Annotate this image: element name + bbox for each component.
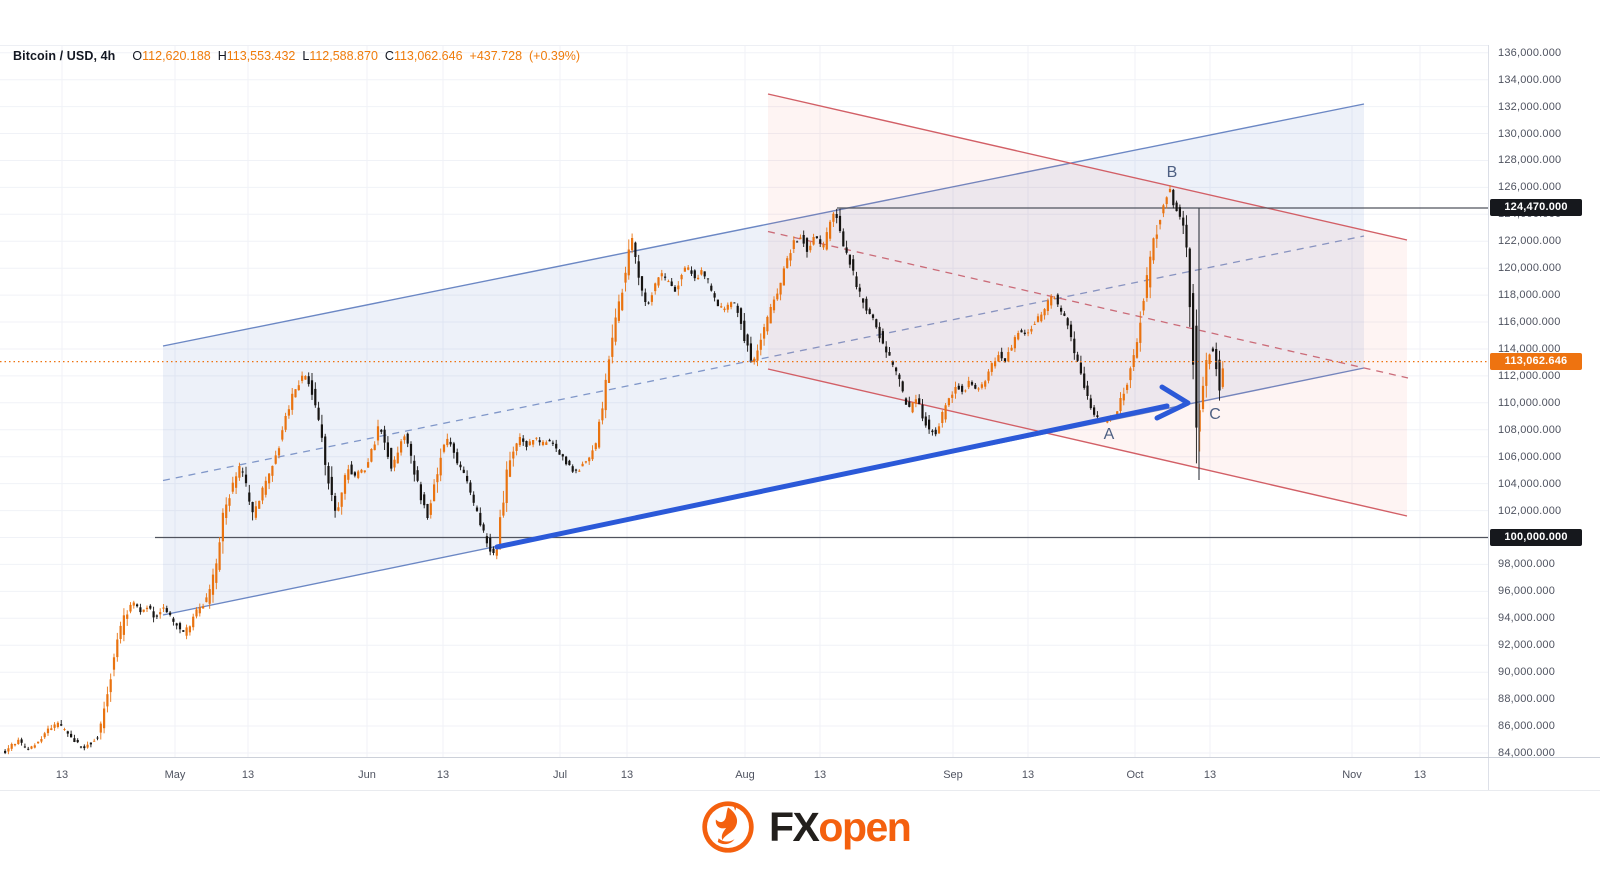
price-tick-label: 106,000.000 xyxy=(1498,450,1562,463)
price-tick-label: 98,000.000 xyxy=(1498,558,1556,571)
price-tick-label: 126,000.000 xyxy=(1498,181,1562,194)
candlestick-series xyxy=(4,185,1224,755)
time-tick-label: 13 xyxy=(813,769,827,781)
time-tick-label: Jun xyxy=(358,769,376,781)
time-tick-label: 13 xyxy=(1203,769,1217,781)
ascending-blue-midline xyxy=(162,235,1365,482)
price-tick-label: 112,000.000 xyxy=(1498,369,1561,382)
price-tick-label: 116,000.000 xyxy=(1498,316,1561,329)
time-tick-label: 13 xyxy=(55,769,69,781)
fxopen-logo: FXopen xyxy=(700,799,912,855)
wave-label-C[interactable]: C xyxy=(1209,406,1221,423)
pane-top-divider xyxy=(0,45,1600,46)
time-tick-label: Oct xyxy=(1126,769,1144,781)
widget-bottom-divider xyxy=(0,790,1600,791)
price-tick-label: 122,000.000 xyxy=(1498,235,1562,248)
time-tick-label: May xyxy=(164,769,186,781)
open-value: 112,620.188 xyxy=(142,49,211,63)
price-tick-label: 88,000.000 xyxy=(1498,693,1556,706)
price-tick-label: 96,000.000 xyxy=(1498,585,1556,598)
symbol-title[interactable]: Bitcoin / USD, 4h xyxy=(13,49,116,63)
price-tick-label: 136,000.000 xyxy=(1498,46,1562,59)
price-tick-label: 108,000.000 xyxy=(1498,423,1562,436)
trend-arrow-shaft[interactable] xyxy=(494,403,1170,550)
time-axis-divider xyxy=(0,757,1600,758)
change-value: +437.728 xyxy=(469,49,523,63)
ascending-blue-channel-fill xyxy=(163,104,1364,615)
price-tick-label: 134,000.000 xyxy=(1498,73,1562,86)
time-tick-label: Aug xyxy=(735,769,755,781)
price-tick-label: 132,000.000 xyxy=(1498,100,1562,113)
price-chart-canvas[interactable]: A B C xyxy=(0,0,1488,757)
price-tick-label: 114,000.000 xyxy=(1498,342,1561,355)
footer: FXopen xyxy=(0,791,1600,879)
price-tick-label: 120,000.000 xyxy=(1498,262,1562,275)
logo-text-open: open xyxy=(818,803,911,850)
price-tick-label: 128,000.000 xyxy=(1498,154,1562,167)
low-value: 112,588.870 xyxy=(309,49,378,63)
fxopen-emblem-icon xyxy=(702,801,754,853)
close-label: C xyxy=(384,49,394,63)
ascending-blue-upper-line xyxy=(162,103,1365,347)
price-tick-label: 86,000.000 xyxy=(1498,720,1556,733)
high-label: H xyxy=(217,49,227,63)
current-price-badge: 113,062.646 xyxy=(1490,353,1582,371)
low-label: L xyxy=(302,49,310,63)
open-label: O xyxy=(132,49,143,63)
price-tick-label: 104,000.000 xyxy=(1498,477,1562,490)
descending-red-midline xyxy=(767,230,1409,379)
time-tick-label: Nov xyxy=(1342,769,1362,781)
wave-label-B[interactable]: B xyxy=(1167,164,1178,181)
time-tick-label: Jul xyxy=(552,769,568,781)
time-tick-label: Sep xyxy=(943,769,963,781)
price-axis-divider xyxy=(1488,45,1489,790)
price-tick-label: 84,000.000 xyxy=(1498,746,1556,759)
price-tick-label: 118,000.000 xyxy=(1498,289,1561,302)
time-tick-label: 13 xyxy=(1021,769,1035,781)
price-tick-label: 130,000.000 xyxy=(1498,127,1562,140)
trend-arrow-head[interactable] xyxy=(1154,384,1191,421)
high-value: 113,553.432 xyxy=(226,49,296,63)
symbol-legend: Bitcoin / USD, 4h O112,620.188 H113,553.43… xyxy=(13,49,580,63)
time-tick-label: 13 xyxy=(1413,769,1427,781)
close-value: 113,062.646 xyxy=(393,49,463,63)
price-tick-label: 102,000.000 xyxy=(1498,504,1562,517)
price-tick-label: 92,000.000 xyxy=(1498,639,1556,652)
time-tick-label: 13 xyxy=(620,769,634,781)
time-tick-label: 13 xyxy=(241,769,255,781)
fxopen-wordmark: FXopen xyxy=(769,803,912,850)
time-tick-label: 13 xyxy=(436,769,450,781)
price-tick-label: 90,000.000 xyxy=(1498,666,1556,679)
price-tick-label: 94,000.000 xyxy=(1498,612,1556,625)
wave-label-A[interactable]: A xyxy=(1104,426,1115,443)
price-axis[interactable]: 136,000.000 134,000.000 132,000.000 130,000… xyxy=(1489,45,1600,759)
time-axis[interactable]: 13 May 13 Jun 13 Jul 13 Aug 13 Sep 13 Oct 13 Nov 13 xyxy=(0,758,1488,790)
price-level-badge: 100,000.000 xyxy=(1490,529,1582,546)
change-percent: (+0.39%) xyxy=(529,49,581,63)
descending-red-upper-line xyxy=(767,93,1408,241)
descending-red-lower-line xyxy=(767,368,1408,517)
price-level-badge: 124,470.000 xyxy=(1490,199,1582,217)
logo-text-fx: FX xyxy=(769,803,820,850)
price-tick-label: 110,000.000 xyxy=(1498,396,1561,409)
chart-pane[interactable]: A B C Bitcoin / USD, 4h O112,620.188 H113,55… xyxy=(0,0,1488,757)
